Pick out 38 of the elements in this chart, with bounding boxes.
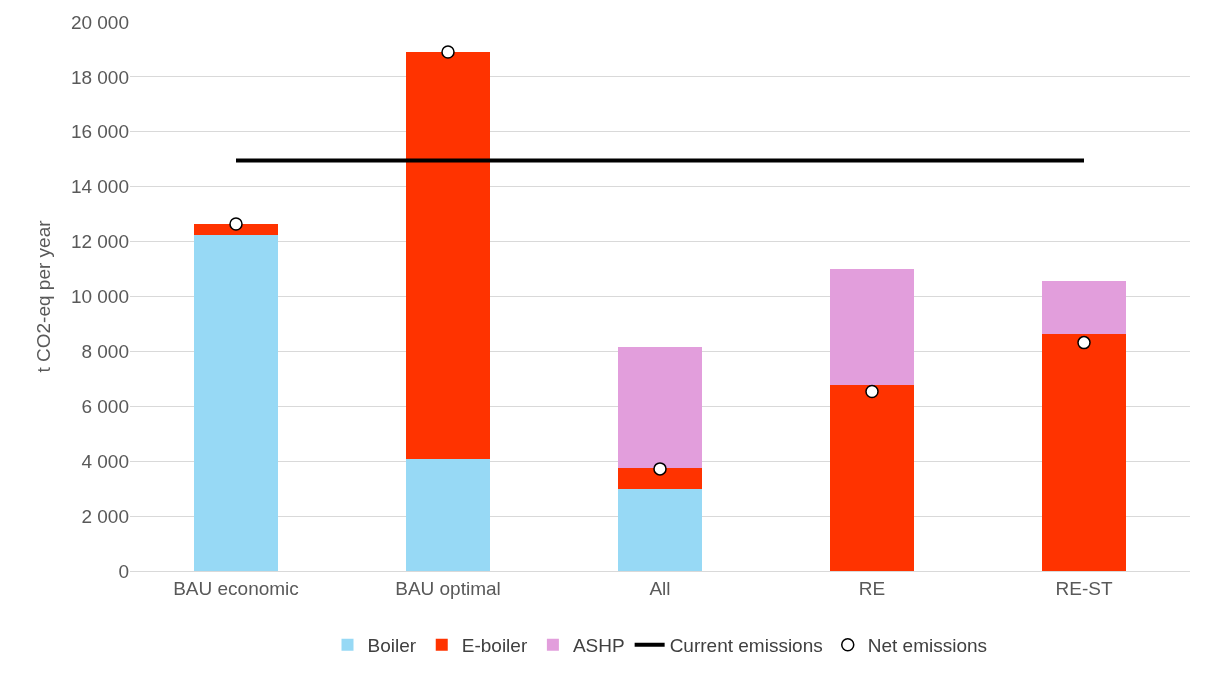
y-tick-label: 2 000	[81, 505, 129, 527]
legend-label: Boiler	[367, 635, 417, 657]
y-tick-label: 20 000	[70, 11, 129, 33]
y-tick-label: 6 000	[81, 395, 129, 417]
x-tick-label: All	[649, 577, 671, 599]
point	[229, 217, 243, 231]
x-tick-label: RE	[858, 577, 886, 599]
x-tick-label: BAU economic	[173, 577, 299, 599]
bar	[1041, 333, 1127, 571]
bar	[193, 224, 279, 235]
legend-label: Net emissions	[867, 635, 988, 657]
y-tick-label: 10 000	[70, 286, 129, 308]
legend-label: E-boiler	[461, 635, 528, 657]
y-tick-label: 4 000	[81, 450, 129, 472]
y-tick-label: 14 000	[70, 176, 129, 198]
legend-label: Current emissions	[669, 635, 823, 657]
point	[1077, 335, 1091, 350]
point	[653, 462, 667, 476]
bar	[617, 488, 703, 571]
point	[441, 45, 455, 59]
y-tick-label: 0	[118, 560, 129, 582]
x-tick-label: BAU optimal	[395, 577, 501, 599]
x-tick-label: RE-ST	[1055, 577, 1113, 599]
bar	[617, 468, 703, 489]
y-tick-label: 16 000	[70, 121, 129, 143]
bar	[193, 234, 279, 571]
y-axis-title: t CO2-eq per year	[32, 219, 54, 373]
y-tick-label: 12 000	[70, 231, 129, 253]
bar	[405, 51, 491, 459]
bar	[829, 384, 915, 571]
bar	[1041, 280, 1127, 334]
bar	[405, 458, 491, 571]
bar	[829, 269, 915, 385]
y-tick-label: 18 000	[70, 66, 129, 88]
y-tick-label: 8 000	[81, 341, 129, 363]
point	[865, 384, 879, 399]
bar	[617, 346, 703, 469]
legend-label: ASHP	[572, 635, 625, 657]
